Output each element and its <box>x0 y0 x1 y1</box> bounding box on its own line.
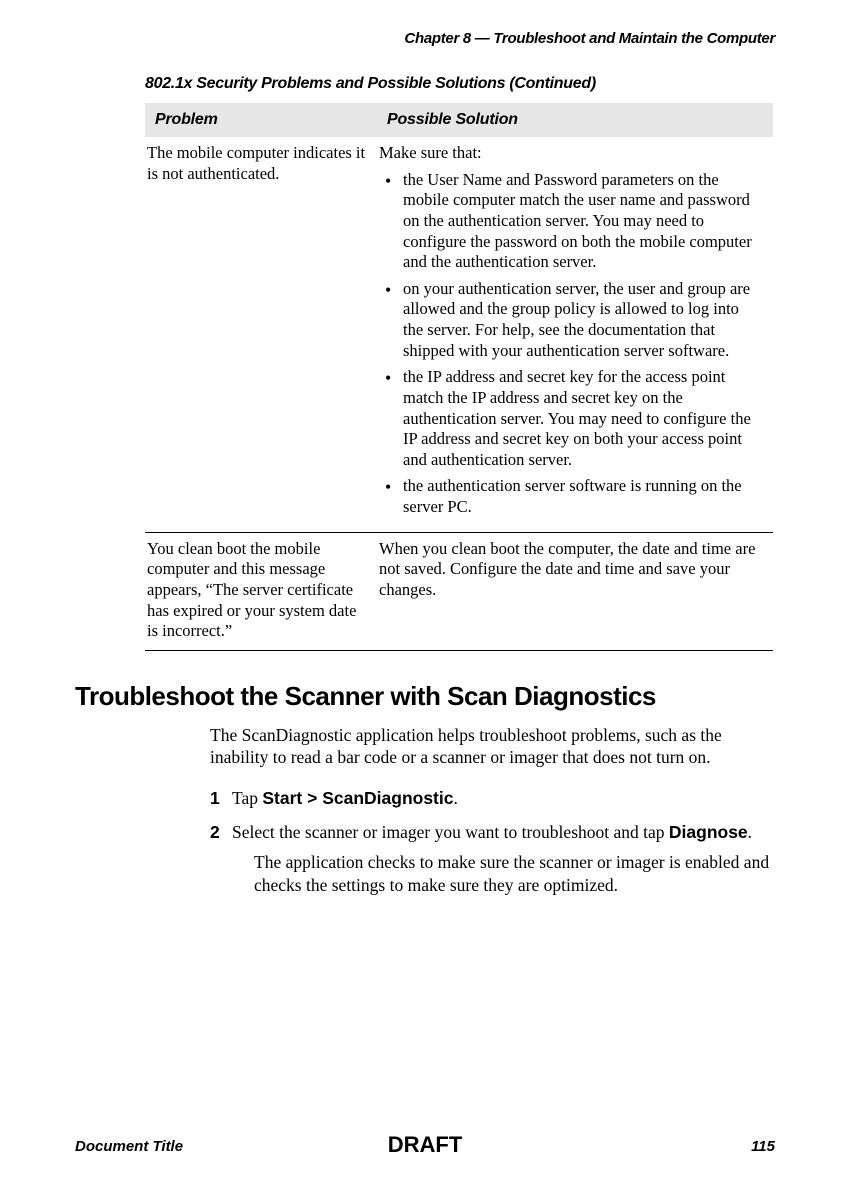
step-2-post: . <box>748 822 752 842</box>
section-heading: Troubleshoot the Scanner with Scan Diagn… <box>75 681 775 712</box>
list-item: the User Name and Password parameters on… <box>379 170 763 273</box>
step-1-bold: Start > ScanDiagnostic <box>262 788 453 808</box>
bullet-list: the User Name and Password parameters on… <box>379 170 763 518</box>
step-number: 1 <box>210 787 232 809</box>
step-2-bold: Diagnose <box>669 822 748 842</box>
step-1: 1 Tap Start > ScanDiagnostic. <box>210 787 775 809</box>
solution-intro: Make sure that: <box>379 143 763 164</box>
step-2: 2 Select the scanner or imager you want … <box>210 821 775 896</box>
intro-paragraph: The ScanDiagnostic application helps tro… <box>210 724 775 769</box>
solution-cell: When you clean boot the computer, the da… <box>377 532 773 650</box>
step-text: Tap Start > ScanDiagnostic. <box>232 787 775 809</box>
step-2-sub: The application checks to make sure the … <box>254 851 775 896</box>
solutions-table: Problem Possible Solution The mobile com… <box>145 103 773 651</box>
step-text: Select the scanner or imager you want to… <box>232 821 775 896</box>
list-item: on your authentication server, the user … <box>379 279 763 362</box>
step-1-pre: Tap <box>232 788 262 808</box>
col-problem-header: Problem <box>145 103 377 137</box>
step-2-pre: Select the scanner or imager you want to… <box>232 822 669 842</box>
problem-cell: You clean boot the mobile computer and t… <box>145 532 377 650</box>
solution-cell: Make sure that: the User Name and Passwo… <box>377 137 773 532</box>
chapter-header: Chapter 8 — Troubleshoot and Maintain th… <box>75 30 775 47</box>
table-row: You clean boot the mobile computer and t… <box>145 532 773 650</box>
col-solution-header: Possible Solution <box>377 103 773 137</box>
footer-draft: DRAFT <box>388 1132 463 1158</box>
numbered-steps: 1 Tap Start > ScanDiagnostic. 2 Select t… <box>210 787 775 897</box>
step-number: 2 <box>210 821 232 896</box>
table-row: The mobile computer indicates it is not … <box>145 137 773 532</box>
problem-cell: The mobile computer indicates it is not … <box>145 137 377 532</box>
page-footer: Document Title DRAFT 115 <box>75 1138 775 1155</box>
footer-left: Document Title <box>75 1138 183 1155</box>
list-item: the IP address and secret key for the ac… <box>379 367 763 470</box>
table-title: 802.1x Security Problems and Possible So… <box>145 75 775 93</box>
step-1-post: . <box>453 788 457 808</box>
list-item: the authentication server software is ru… <box>379 476 763 517</box>
footer-page-number: 115 <box>751 1138 775 1155</box>
